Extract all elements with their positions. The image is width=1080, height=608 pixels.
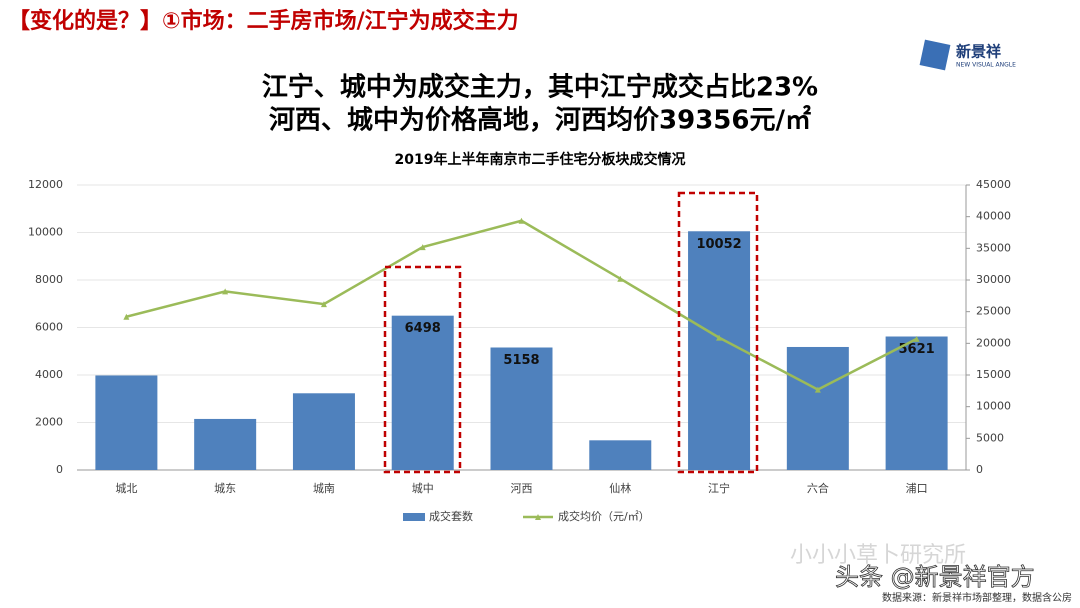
watermark: 头条 @新景祥官方: [835, 563, 1035, 591]
y-tick-label: 10000: [28, 226, 63, 239]
x-tick-label: 仙林: [609, 481, 631, 495]
watermark: 小小小草卜研究所: [790, 543, 966, 568]
marker: [123, 313, 130, 320]
y2-tick-label: 30000: [976, 273, 1011, 286]
data-label: 10052: [696, 237, 741, 252]
marker: [617, 275, 624, 282]
bar: [589, 440, 652, 470]
logo: 新景祥 NEW VISUAL ANGLE: [919, 39, 1016, 71]
y-tick-label: 12000: [28, 178, 63, 191]
y-tick-label: 6000: [35, 321, 63, 334]
x-tick-label: 浦口: [906, 482, 928, 495]
y2-tick-label: 25000: [976, 305, 1011, 318]
legend-swatch: [403, 513, 425, 521]
y2-tick-label: 45000: [976, 178, 1011, 191]
chart-title: 2019年上半年南京市二手住宅分板块成交情况: [395, 151, 686, 168]
y2-tick-label: 35000: [976, 241, 1011, 254]
y2-tick-label: 40000: [976, 210, 1011, 223]
data-label: 5621: [899, 342, 935, 357]
y2-tick-label: 5000: [976, 431, 1004, 444]
y2-tick-label: 0: [976, 463, 983, 476]
marker: [320, 301, 327, 308]
x-tick-label: 六合: [807, 481, 829, 495]
slide-title: 【变化的是？】①市场：二手房市场/江宁为成交主力: [8, 8, 519, 34]
y-tick-label: 0: [56, 463, 63, 476]
bar: [292, 393, 355, 470]
highlight-box: [677, 191, 759, 474]
marker: [222, 288, 229, 295]
bar: [688, 231, 751, 470]
y-tick-label: 2000: [35, 416, 63, 429]
logo-text: 新景祥: [956, 43, 1001, 61]
headline: 河西、城中为价格高地，河西均价39356元/㎡: [269, 105, 811, 136]
x-tick-label: 城中: [412, 482, 434, 495]
headline: 江宁、城中为成交主力，其中江宁成交占比23%: [262, 72, 818, 103]
y-tick-label: 4000: [35, 368, 63, 381]
x-tick-label: 江宁: [708, 481, 730, 495]
marker: [814, 386, 821, 393]
y2-tick-label: 20000: [976, 336, 1011, 349]
source-note: 数据来源：新景祥市场部整理，数据含公房: [882, 591, 1072, 604]
y-tick-label: 8000: [35, 273, 63, 286]
bar: [194, 418, 257, 470]
bar: [490, 347, 553, 470]
legend-marker: [535, 514, 541, 520]
legend-label: 成交均价（元/㎡）: [558, 509, 650, 523]
bar: [786, 346, 849, 470]
marker: [913, 335, 920, 342]
x-tick-label: 城南: [313, 482, 335, 495]
data-label: 6498: [405, 321, 441, 336]
y2-tick-label: 15000: [976, 368, 1011, 381]
x-tick-label: 城东: [214, 482, 236, 495]
marker: [419, 244, 426, 251]
logo-icon: [919, 39, 951, 71]
logo-subtext: NEW VISUAL ANGLE: [956, 62, 1016, 69]
bar: [391, 315, 454, 470]
data-label: 5158: [503, 353, 539, 368]
marker: [518, 217, 525, 224]
marker: [716, 334, 723, 341]
x-tick-label: 河西: [511, 482, 533, 495]
x-tick-label: 城北: [115, 482, 137, 495]
plot: 0 2000 4000 6000 8000 10000 12000 0 5000 10000 150…: [28, 178, 1011, 523]
bar: [885, 336, 948, 470]
bar: [95, 375, 158, 470]
legend-label: 成交套数: [429, 509, 473, 523]
y2-tick-label: 10000: [976, 400, 1011, 413]
